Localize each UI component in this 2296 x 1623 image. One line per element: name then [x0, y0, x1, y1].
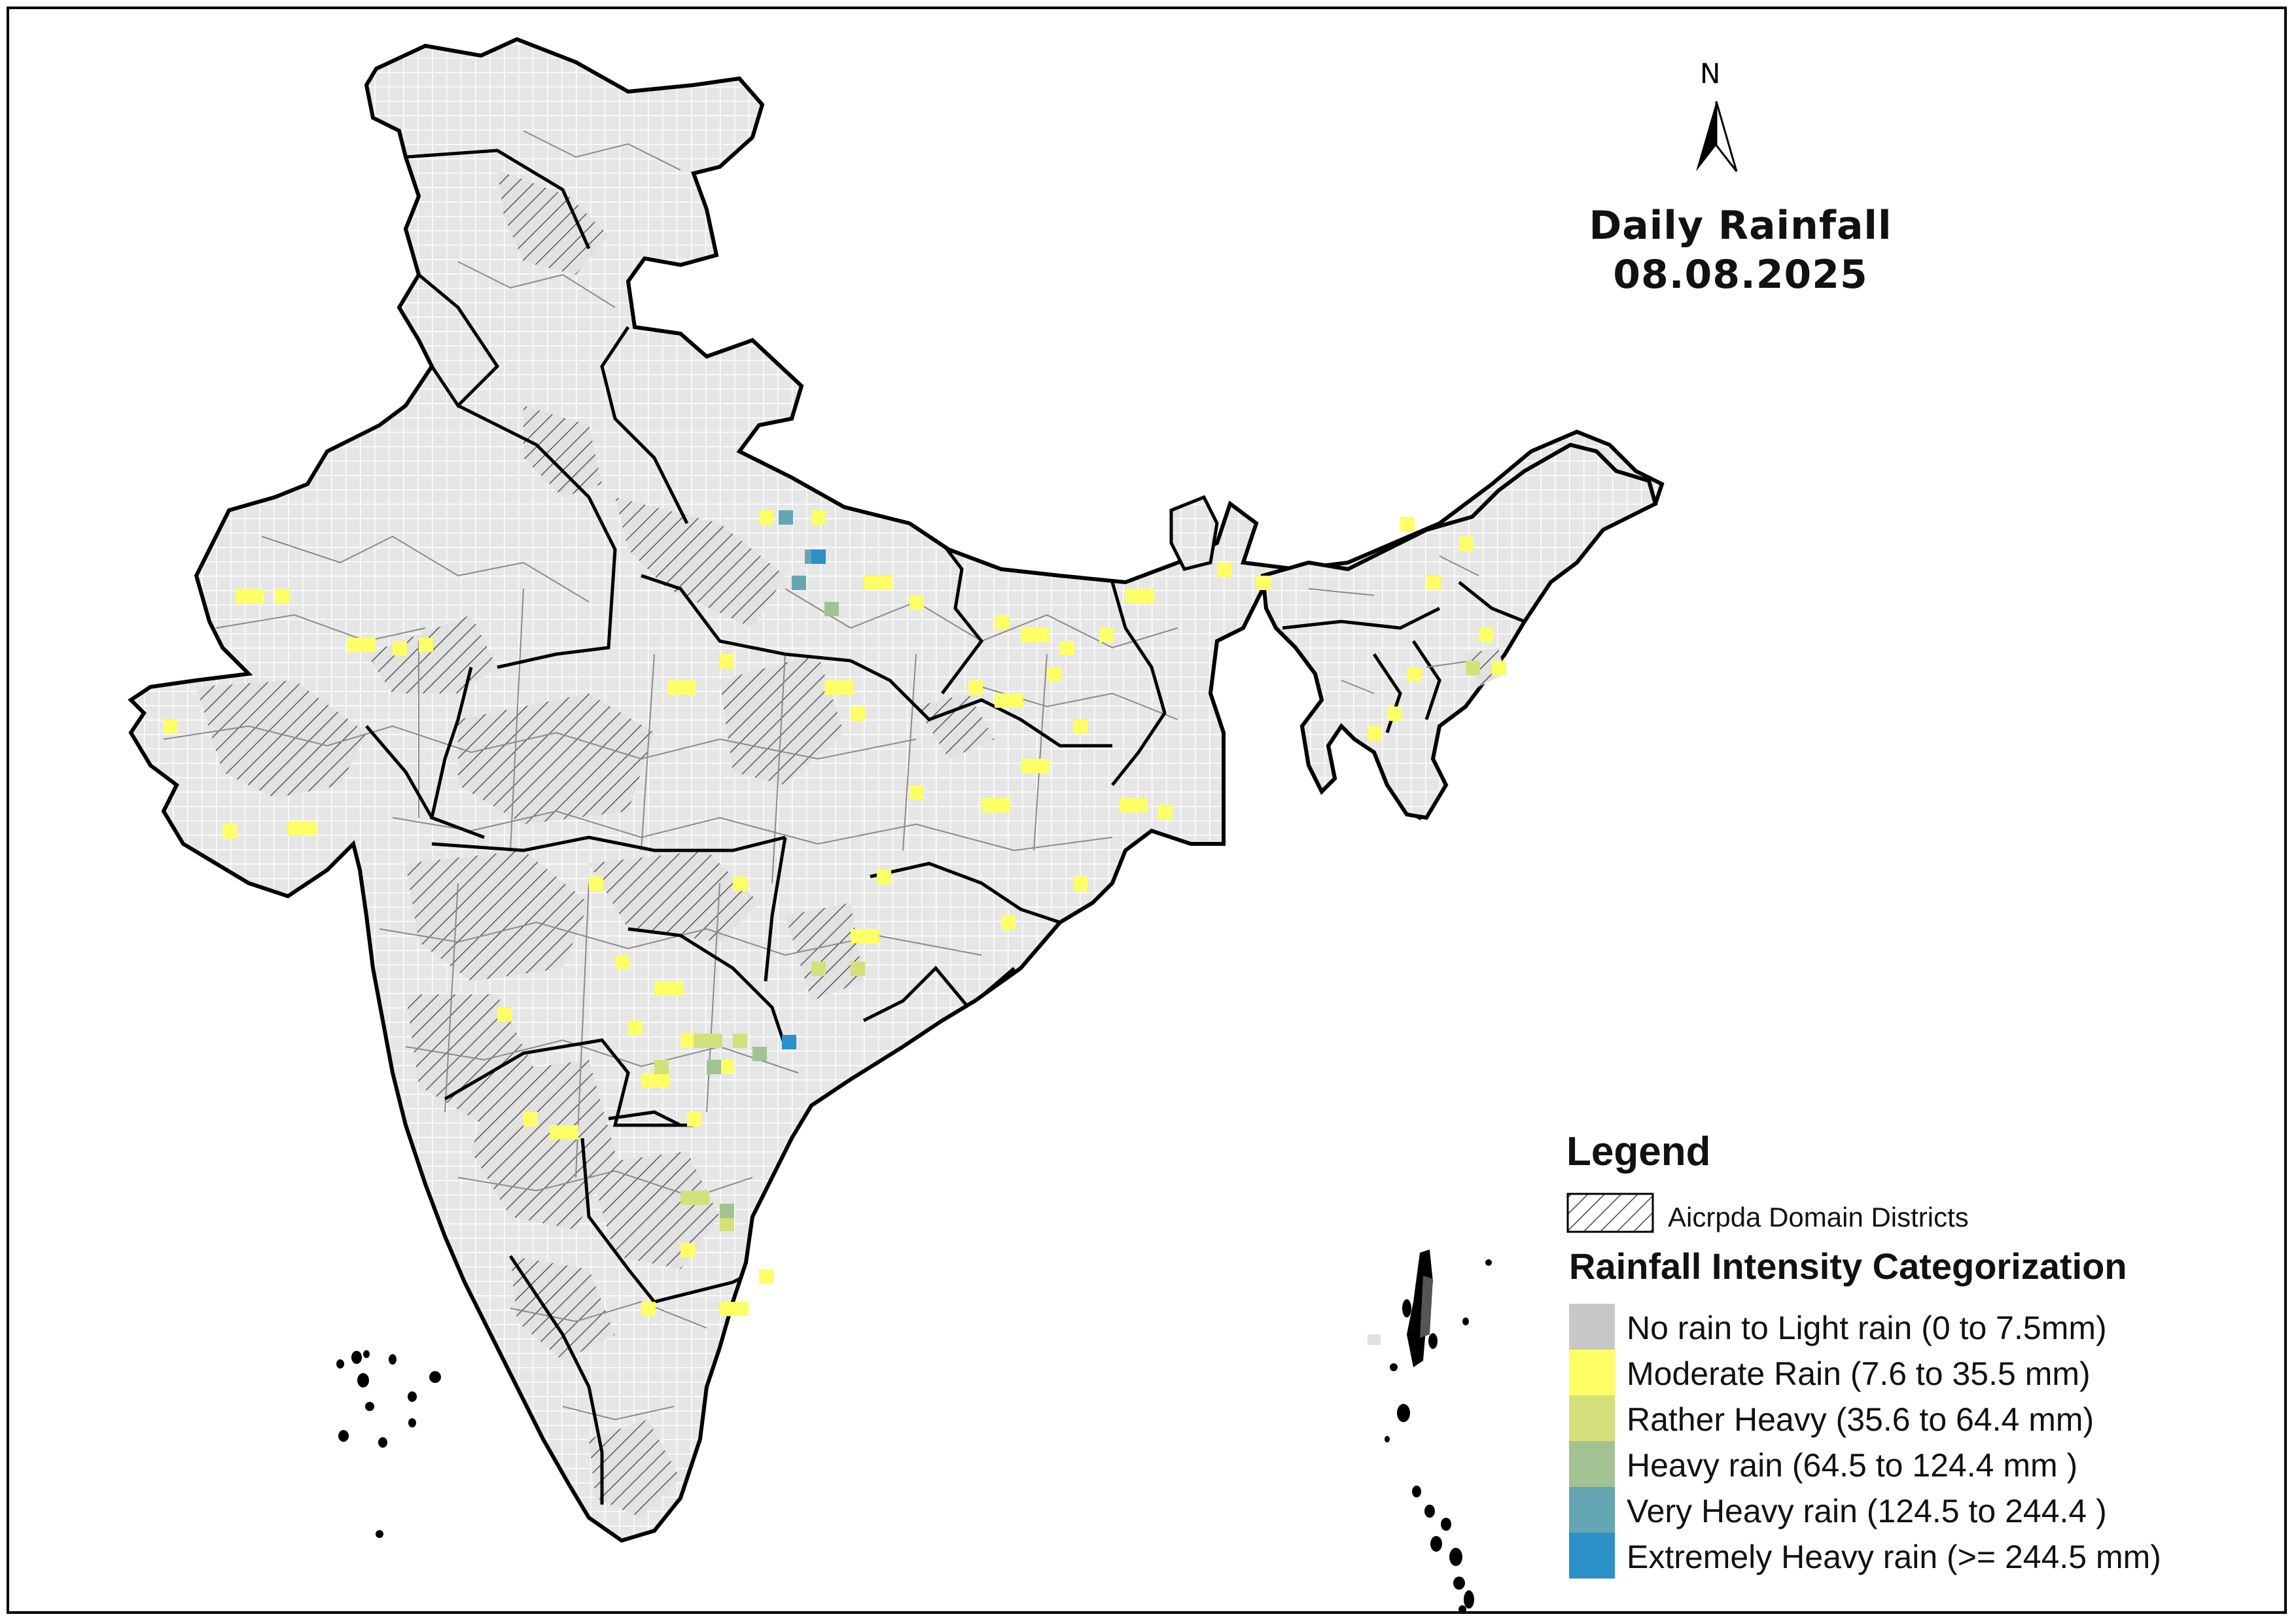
- legend-color-swatch: [1569, 1395, 1615, 1441]
- legend-category-label: No rain to Light rain (0 to 7.5mm): [1627, 1310, 2107, 1346]
- andaman-nicobar-islands: [1385, 1249, 1492, 1613]
- moderate-rain-cells: [164, 510, 1506, 1316]
- northeast-india: [1260, 442, 1658, 820]
- rather-heavy-cells: [654, 661, 1480, 1231]
- north-arrow-icon: [1696, 101, 1738, 172]
- map-title: Daily Rainfall: [1589, 203, 1892, 249]
- north-label: N: [1700, 58, 1721, 90]
- legend-category-row: Very Heavy rain (124.5 to 244.4 ): [1569, 1487, 2276, 1533]
- legend-category-row: Heavy rain (64.5 to 124.4 mm ): [1569, 1441, 2276, 1487]
- legend-category-label: Heavy rain (64.5 to 124.4 mm ): [1627, 1447, 2078, 1484]
- legend-color-swatch: [1569, 1304, 1615, 1350]
- legend-title: Legend: [1566, 1129, 1711, 1174]
- legend-color-swatch: [1569, 1533, 1615, 1579]
- legend-category-row: No rain to Light rain (0 to 7.5mm): [1569, 1304, 2276, 1350]
- domain-districts-label: Aicrpda Domain Districts: [1668, 1202, 1969, 1232]
- legend-color-swatch: [1569, 1487, 1615, 1533]
- district-boundaries: [163, 130, 1178, 1421]
- legend-category-row: Moderate Rain (7.6 to 35.5 mm): [1569, 1350, 2276, 1395]
- map-frame: [7, 7, 2287, 1614]
- legend-category-label: Very Heavy rain (124.5 to 244.4 ): [1627, 1493, 2107, 1529]
- map-date: 08.08.2025: [1613, 252, 1868, 298]
- india-mainland: [131, 39, 1662, 1541]
- lakshadweep-islands: [336, 1350, 441, 1538]
- sikkim-region: [1169, 495, 1219, 571]
- state-boundaries: [365, 148, 1167, 1505]
- extremely-heavy-rain-cells: [782, 550, 826, 1049]
- heavy-rain-cells: [707, 602, 839, 1218]
- legend-category-row: Rather Heavy (35.6 to 64.4 mm): [1569, 1395, 2276, 1441]
- legend-category-label: Extremely Heavy rain (>= 244.5 mm): [1627, 1539, 2161, 1575]
- legend-color-swatch: [1569, 1350, 1615, 1395]
- legend-color-swatch: [1569, 1441, 1615, 1487]
- legend-category-label: Rather Heavy (35.6 to 64.4 mm): [1627, 1401, 2094, 1438]
- intensity-title: Rainfall Intensity Categorization: [1569, 1246, 2127, 1287]
- legend-category-row: Extremely Heavy rain (>= 244.5 mm): [1569, 1533, 2276, 1579]
- legend-category-label: Moderate Rain (7.6 to 35.5 mm): [1627, 1355, 2091, 1392]
- rainfall-cells: [164, 510, 1506, 1316]
- island-grid-cell: [1368, 1335, 1381, 1345]
- hatch-swatch: [1566, 1193, 1654, 1233]
